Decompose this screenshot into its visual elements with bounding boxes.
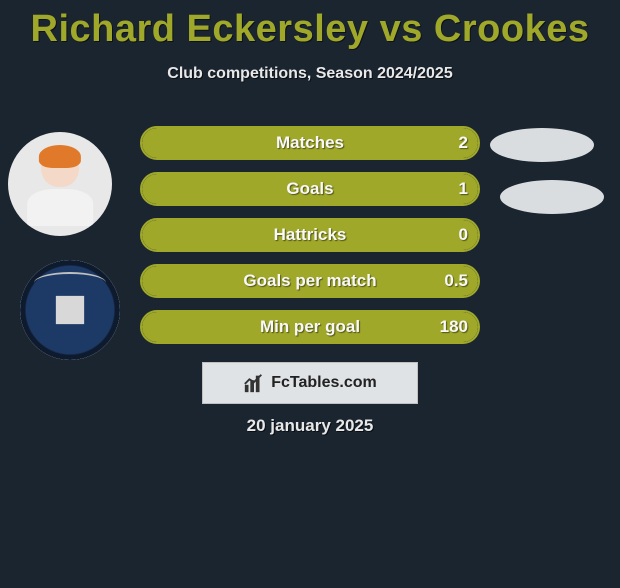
stat-value-left: 0 bbox=[459, 220, 468, 250]
stats-chart: Matches2 Goals1 Hattricks0 Goals per match0… bbox=[140, 126, 480, 356]
stat-value-left: 0.5 bbox=[444, 266, 468, 296]
stat-fill bbox=[142, 220, 478, 250]
stat-row: Goals per match0.5 bbox=[140, 264, 480, 298]
stat-row: Matches2 bbox=[140, 126, 480, 160]
club-badge-avatar bbox=[20, 260, 120, 360]
stat-fill bbox=[142, 266, 478, 296]
stat-fill bbox=[142, 312, 478, 342]
stat-row: Goals1 bbox=[140, 172, 480, 206]
stat-row: Hattricks0 bbox=[140, 218, 480, 252]
club-badge-icon bbox=[20, 260, 120, 360]
stat-row: Min per goal180 bbox=[140, 310, 480, 344]
stat-value-left: 180 bbox=[440, 312, 468, 342]
dateline: 20 january 2025 bbox=[0, 416, 620, 436]
player-avatar bbox=[8, 132, 112, 236]
stat-fill bbox=[142, 128, 478, 158]
stat-fill bbox=[142, 174, 478, 204]
comparison-blob bbox=[500, 180, 604, 214]
subtitle: Club competitions, Season 2024/2025 bbox=[0, 65, 620, 83]
stat-value-left: 1 bbox=[459, 174, 468, 204]
comparison-blob bbox=[490, 128, 594, 162]
watermark: FcTables.com bbox=[202, 362, 418, 404]
page-title: Richard Eckersley vs Crookes bbox=[0, 8, 620, 51]
bars-icon bbox=[243, 372, 265, 394]
watermark-label: FcTables.com bbox=[271, 374, 377, 392]
player-silhouette bbox=[24, 142, 97, 225]
stat-value-left: 2 bbox=[459, 128, 468, 158]
